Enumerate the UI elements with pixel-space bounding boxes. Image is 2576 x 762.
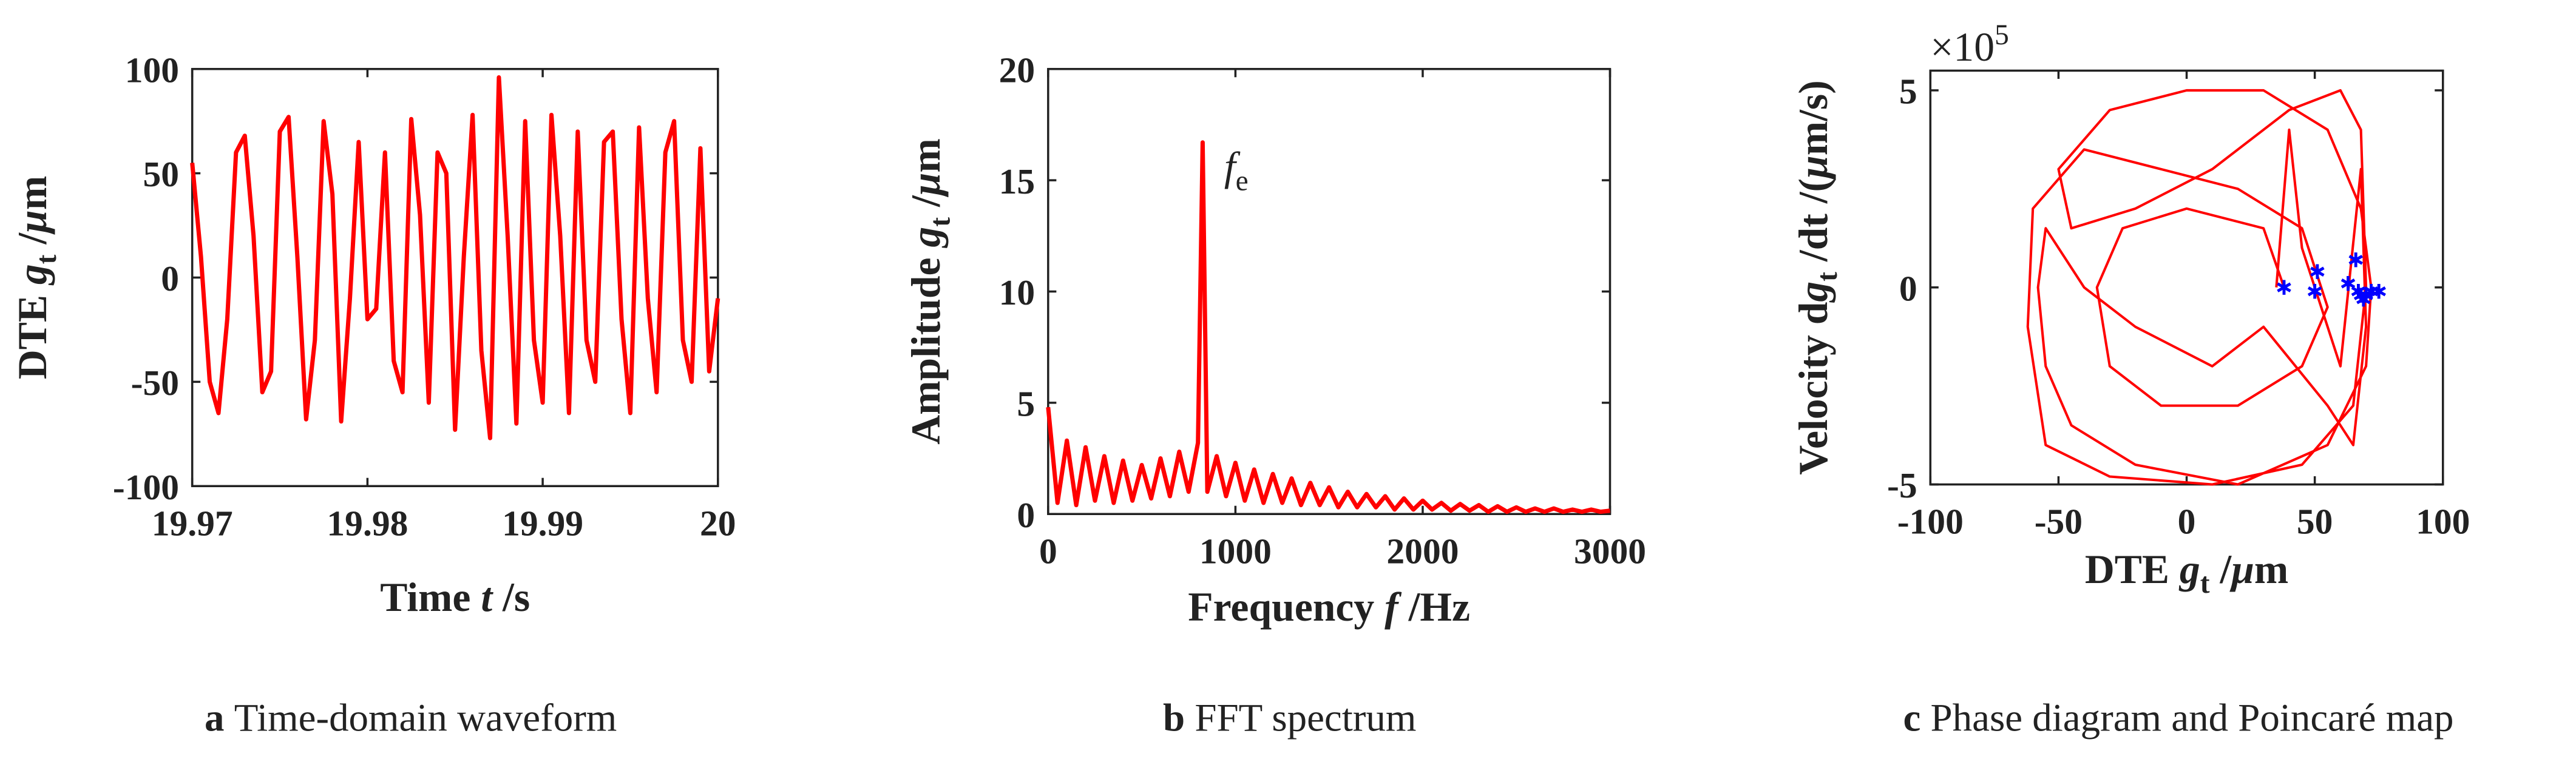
label-part: /s [492,575,530,620]
label-part: DTE [2085,547,2180,592]
y-tick-label: -100 [113,467,179,507]
label-part: m/s) [1791,80,1836,155]
y-tick-label: -50 [131,363,179,403]
poincare-point [2348,252,2363,268]
x-tick-label: 1000 [1199,531,1272,571]
y-tick-label: 15 [999,161,1035,201]
label-part: t [31,254,63,264]
label-part: DTE [10,285,55,379]
label-part: Time [380,575,481,620]
caption: b FFT spectrum [1163,696,1416,740]
y-axis-label: DTE gt /μm [10,176,63,379]
annotation: fe [1224,144,1249,197]
y-axis-label: Amplitude gt /μm [903,138,956,445]
label-part: Amplitude [903,248,949,445]
data-line [2026,89,2373,486]
y-tick-label: 20 [999,50,1035,90]
y-tick-label: 5 [1017,384,1035,424]
label-part: t [1812,272,1843,282]
label-part: /Hz [1398,584,1470,630]
y-tick-label: 0 [1899,268,1917,308]
x-tick-label: 19.98 [327,503,408,543]
caption-text: FFT spectrum [1195,696,1416,740]
label-part: μ [903,173,949,198]
label-part: m [2254,547,2288,592]
x-tick-label: 19.99 [502,503,583,543]
x-tick-label: 0 [2178,502,2196,542]
x-tick-label: 3000 [1574,531,1646,571]
label-part: 5 [1995,19,2009,51]
caption-text: Time-domain waveform [234,696,617,740]
x-tick-label: -50 [2035,502,2083,542]
x-tick-label: 19.97 [152,503,233,543]
label-part: Frequency [1188,584,1385,630]
data-line [190,75,720,440]
caption-text: Phase diagram and Poincaré map [1931,696,2454,740]
x-tick-label: 50 [2297,502,2333,542]
y-tick-label: -5 [1887,465,1917,505]
axis-offset: ×105 [1930,19,2009,70]
data-line [1046,140,1610,514]
y-axis-label: Velocity dgt /dt /(μm/s) [1791,80,1843,474]
poincare-point [2307,284,2322,299]
label-part: t [2200,568,2210,599]
label-part: g [2178,547,2200,592]
x-tick-label: 20 [700,503,736,543]
label-part: g [1791,282,1836,303]
caption-label: a [205,696,224,740]
y-tick-label: 100 [125,50,179,90]
poincare-point [2340,276,2356,291]
x-axis-label: Time t /s [380,575,530,620]
label-part: g [10,264,55,286]
x-tick-label: 0 [1039,531,1057,571]
label-part: μ [1791,155,1836,180]
x-tick-label: 2000 [1386,531,1459,571]
label-part: m [10,176,55,210]
y-tick-label: 50 [143,154,179,194]
label-part: / [903,195,949,217]
label-part: μ [2229,547,2254,592]
x-axis-label: Frequency f /Hz [1188,584,1470,630]
axes-box [1047,67,1612,515]
label-part: / [2209,547,2232,592]
label-part: t [481,575,493,620]
caption-label: b [1163,696,1185,740]
label-part: Velocity d [1791,302,1836,475]
y-tick-label: 0 [161,258,179,298]
x-tick-label: -100 [1897,502,1964,542]
y-tick-label: 10 [999,272,1035,312]
caption: a Time-domain waveform [205,696,617,740]
poincare-point [2371,284,2386,299]
y-tick-label: 5 [1899,72,1917,112]
y-tick-label: 0 [1017,495,1035,535]
label-part: m [903,138,949,172]
x-tick-label: 100 [2416,502,2470,542]
label-part: ×10 [1930,24,1995,70]
label-part: e [1236,165,1249,197]
label-part: /dt /( [1791,178,1836,272]
label-part: μ [10,210,55,235]
label-part: / [10,232,55,255]
caption: c Phase diagram and Poincaré map [1903,696,2453,740]
x-axis-label: DTE gt /μm [2085,547,2288,599]
label-part: g [903,227,949,249]
label-part: t [924,217,956,227]
caption-label: c [1903,696,1920,740]
poincare-point [2353,288,2368,303]
poincare-point [2277,280,2291,295]
poincare-point [2310,264,2325,279]
